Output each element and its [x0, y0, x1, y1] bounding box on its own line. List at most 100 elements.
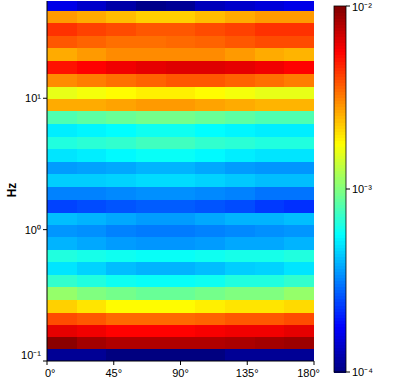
cell: [77, 111, 107, 124]
cell: [136, 22, 166, 35]
x-tick-label: 90°: [172, 367, 189, 379]
cell: [225, 161, 255, 174]
cell: [47, 213, 77, 225]
cell: [225, 47, 255, 61]
cell: [284, 262, 314, 275]
cell: [77, 313, 107, 326]
cell: [166, 161, 196, 174]
cell: [166, 237, 196, 250]
cell: [195, 149, 225, 162]
cell: [47, 200, 77, 214]
cell: [166, 313, 196, 326]
cell: [106, 111, 136, 124]
cell: [166, 274, 196, 287]
cell: [255, 237, 285, 250]
cell: [195, 336, 225, 349]
cell: [106, 249, 136, 262]
cell: [195, 123, 225, 136]
cell: [225, 249, 255, 262]
cell: [136, 300, 166, 313]
x-tick: [314, 361, 315, 365]
cell: [77, 262, 107, 275]
cell: [106, 349, 136, 361]
cell: [106, 61, 136, 74]
cell: [47, 123, 77, 136]
cell: [225, 99, 255, 112]
cell: [136, 186, 166, 200]
cell: [166, 47, 196, 61]
cell: [47, 74, 77, 87]
cell: [77, 10, 107, 23]
cell: [47, 225, 77, 238]
cell: [225, 35, 255, 48]
cell: [284, 325, 314, 337]
cell: [284, 225, 314, 238]
cell: [255, 274, 285, 287]
cell: [47, 136, 77, 149]
cell: [77, 325, 107, 337]
cell: [136, 61, 166, 74]
cell: [166, 300, 196, 313]
cell: [47, 262, 77, 275]
cell: [255, 35, 285, 48]
cell: [284, 274, 314, 287]
x-tick: [247, 361, 248, 365]
cell: [284, 61, 314, 74]
cell: [166, 325, 196, 337]
cell: [166, 86, 196, 99]
cell: [225, 349, 255, 361]
cell: [225, 213, 255, 225]
cell: [255, 86, 285, 99]
cell: [195, 86, 225, 99]
cell: [106, 161, 136, 174]
cell: [106, 173, 136, 187]
cell: [166, 111, 196, 124]
cell: [255, 262, 285, 275]
cell: [284, 349, 314, 361]
cell: [255, 22, 285, 35]
cell: [47, 349, 77, 361]
cell: [77, 349, 107, 361]
cell: [166, 336, 196, 349]
cell: [77, 149, 107, 162]
cell: [166, 249, 196, 262]
cell: [136, 336, 166, 349]
cell: [225, 336, 255, 349]
cell: [106, 186, 136, 200]
cell: [166, 213, 196, 225]
cell: [47, 99, 77, 112]
cell: [47, 86, 77, 99]
cell: [47, 149, 77, 162]
cell: [195, 313, 225, 326]
cell: [225, 74, 255, 87]
cell: [77, 61, 107, 74]
cell: [225, 1, 255, 11]
cell: [166, 149, 196, 162]
cell: [106, 213, 136, 225]
cell: [106, 22, 136, 35]
cell: [195, 274, 225, 287]
cell: [136, 149, 166, 162]
x-tick: [180, 361, 181, 365]
cell: [136, 313, 166, 326]
cell: [166, 349, 196, 361]
cell: [47, 1, 77, 11]
cell: [255, 74, 285, 87]
cell: [166, 99, 196, 112]
cell: [195, 47, 225, 61]
y-tick: [43, 229, 47, 230]
cell: [225, 274, 255, 287]
x-tick-label: 135°: [236, 367, 259, 379]
cell: [47, 249, 77, 262]
cell: [255, 61, 285, 74]
cell: [166, 123, 196, 136]
cell: [284, 47, 314, 61]
cell: [77, 336, 107, 349]
cell: [255, 123, 285, 136]
cell: [106, 47, 136, 61]
cell: [225, 136, 255, 149]
cell: [225, 200, 255, 214]
y-axis-label: Hz: [5, 183, 19, 198]
cell: [255, 10, 285, 23]
cell: [195, 237, 225, 250]
